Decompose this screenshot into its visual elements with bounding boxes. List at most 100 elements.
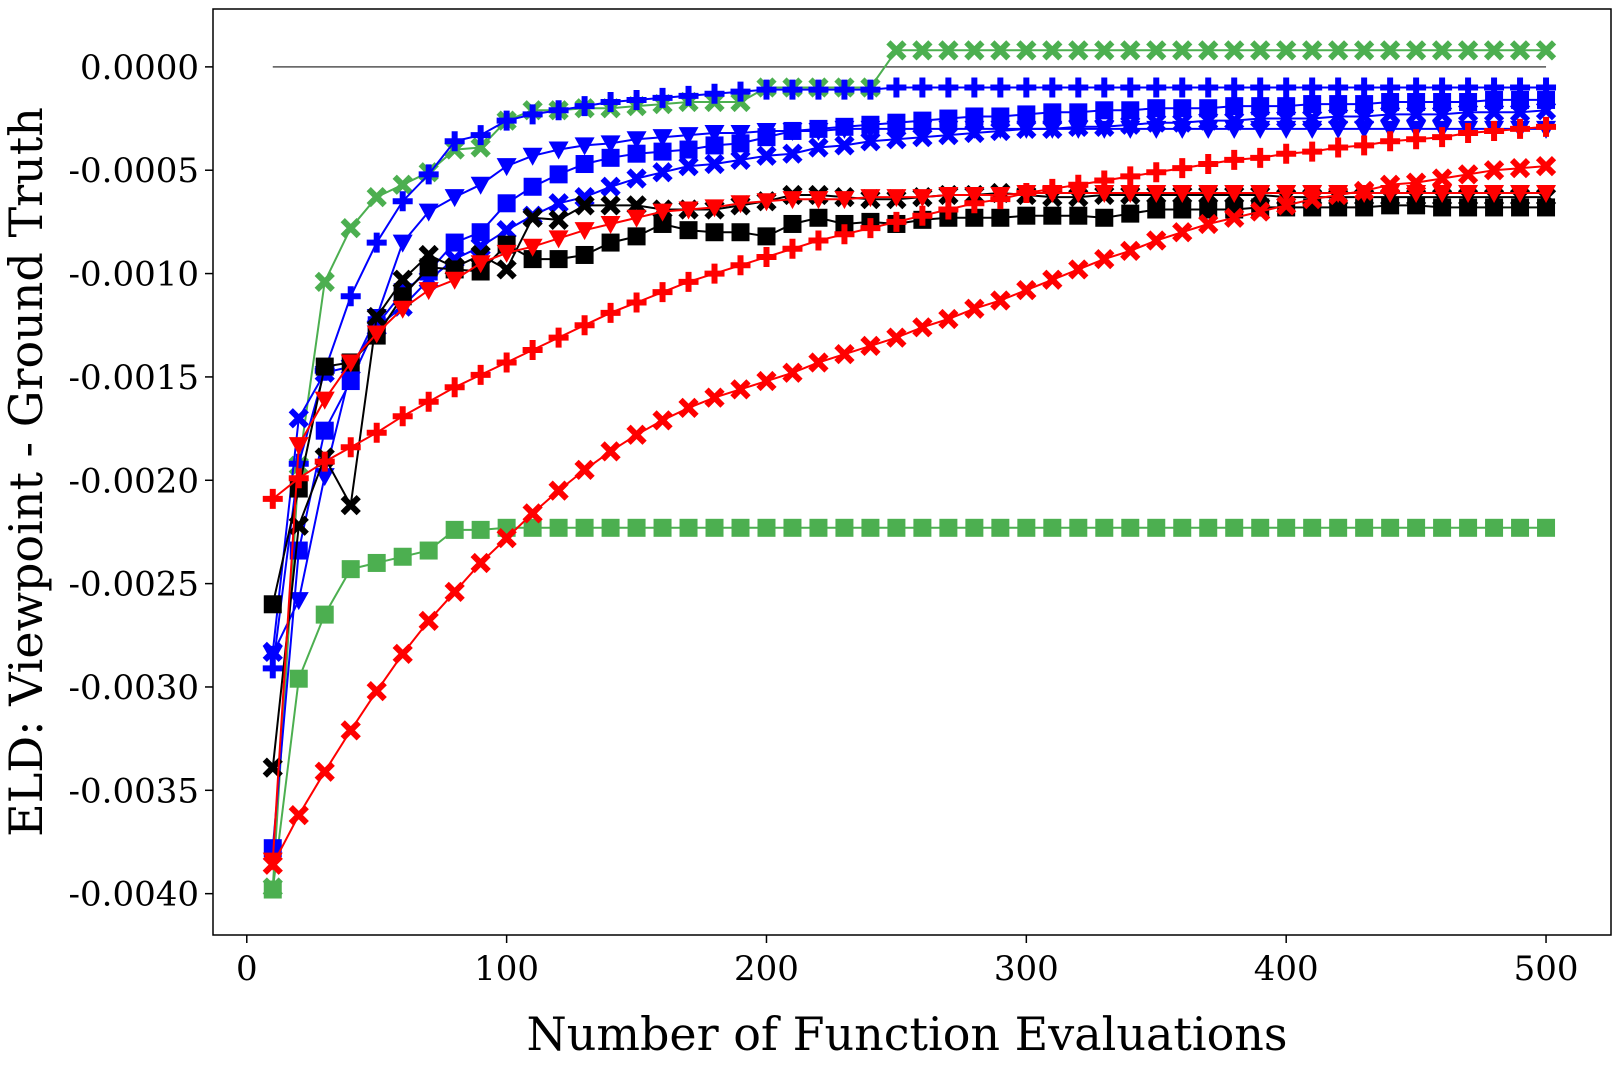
- data-point: [991, 107, 1010, 126]
- data-point: [1407, 196, 1426, 215]
- data-point: [1302, 184, 1323, 203]
- data-point: [1120, 40, 1141, 61]
- data-point: [705, 136, 724, 155]
- data-point: [990, 77, 1011, 98]
- data-point: [626, 209, 647, 228]
- data-point: [366, 422, 387, 443]
- y-tick-label: -0.0025: [69, 565, 199, 605]
- data-point: [886, 77, 907, 98]
- data-point: [600, 195, 621, 216]
- data-point: [1147, 200, 1166, 219]
- data-point: [444, 377, 465, 398]
- data-point: [288, 804, 309, 826]
- data-point: [1433, 198, 1452, 217]
- data-point: [730, 379, 751, 400]
- data-point: [288, 468, 309, 489]
- data-point: [1509, 40, 1531, 61]
- data-point: [1224, 40, 1245, 61]
- data-point: [704, 125, 725, 144]
- data-point: [808, 230, 829, 251]
- data-point: [938, 124, 959, 146]
- data-point: [445, 233, 464, 252]
- data-point: [1432, 127, 1453, 148]
- data-point: [679, 140, 698, 159]
- data-point: [366, 186, 387, 208]
- data-point: [886, 129, 907, 150]
- data-point: [756, 370, 777, 392]
- data-point: [809, 518, 828, 537]
- data-point: [1380, 40, 1401, 61]
- data-point: [575, 518, 594, 537]
- data-point: [1483, 102, 1505, 123]
- data-point: [627, 227, 646, 246]
- data-point: [964, 193, 985, 214]
- data-point: [600, 441, 621, 462]
- data-point: [679, 221, 698, 240]
- data-point: [626, 131, 647, 150]
- data-point: [783, 518, 802, 537]
- data-point: [652, 129, 673, 148]
- data-point: [1095, 518, 1114, 537]
- data-point: [627, 144, 646, 163]
- data-point: [1459, 198, 1478, 217]
- data-point: [1380, 131, 1401, 152]
- data-point: [392, 643, 413, 665]
- data-point: [1302, 141, 1323, 162]
- data-point: [496, 158, 517, 177]
- data-point: [808, 137, 829, 158]
- data-point: [938, 199, 959, 220]
- data-point: [471, 223, 490, 242]
- data-point: [1094, 40, 1115, 61]
- y-tick-label: -0.0010: [69, 255, 199, 295]
- series-group: [262, 40, 1557, 898]
- data-point: [1355, 518, 1374, 537]
- data-point: [808, 79, 829, 100]
- data-point: [678, 397, 699, 419]
- data-point: [288, 592, 309, 611]
- data-point: [912, 317, 933, 338]
- plot-area-frame: [212, 8, 1612, 936]
- data-point: [704, 153, 725, 175]
- y-tick-label: -0.0015: [69, 358, 199, 398]
- data-point: [1172, 184, 1193, 203]
- data-point: [783, 214, 802, 233]
- data-point: [1250, 147, 1271, 168]
- data-point: [1043, 518, 1062, 537]
- data-point: [522, 207, 543, 228]
- data-point: [1511, 518, 1530, 537]
- data-point: [262, 641, 283, 662]
- data-point: [678, 201, 699, 220]
- data-point: [1431, 40, 1453, 61]
- data-point: [730, 255, 751, 276]
- series-group: [263, 518, 1556, 899]
- data-point: [1407, 518, 1426, 537]
- data-point: [522, 340, 543, 361]
- x-tick-label: 0: [236, 949, 258, 989]
- data-point: [1042, 269, 1063, 290]
- data-point: [289, 479, 308, 498]
- data-point: [1537, 518, 1556, 537]
- data-point: [470, 255, 491, 274]
- data-point: [1329, 518, 1348, 537]
- data-point: [1405, 40, 1427, 61]
- y-tick-label: -0.0020: [69, 461, 199, 501]
- data-point: [366, 325, 387, 344]
- data-point: [1458, 123, 1479, 144]
- data-point: [1121, 204, 1140, 223]
- data-point: [938, 187, 959, 206]
- data-point: [1381, 518, 1400, 537]
- data-point: [730, 91, 751, 113]
- data-point: [1328, 106, 1349, 127]
- data-point: [574, 315, 595, 336]
- data-point: [1146, 40, 1167, 61]
- data-point: [1173, 99, 1192, 118]
- data-point: [731, 223, 750, 242]
- data-point: [886, 327, 907, 348]
- data-point: [1146, 77, 1167, 98]
- data-point: [1172, 40, 1193, 61]
- data-point: [1431, 168, 1453, 189]
- data-point: [1016, 118, 1037, 140]
- data-point: [1405, 172, 1427, 193]
- data-point: [574, 96, 595, 117]
- data-point: [860, 79, 881, 100]
